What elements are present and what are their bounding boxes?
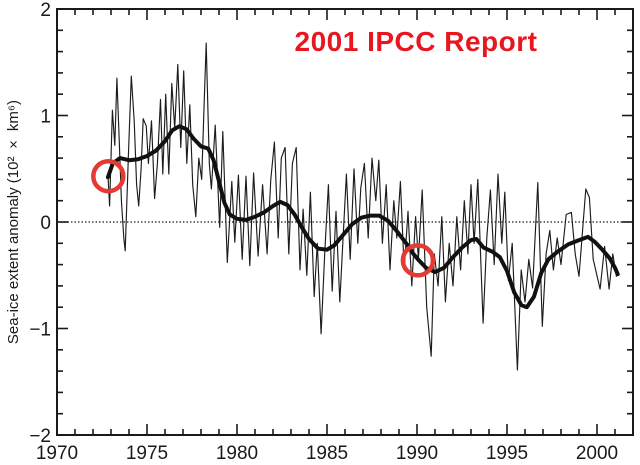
y-tick-label: 2: [40, 0, 51, 21]
x-tick-label: 1980: [216, 443, 258, 464]
annotation-circle-1973: [91, 158, 126, 194]
x-tick-label: 1985: [306, 443, 348, 464]
x-tick-label: 1995: [486, 443, 528, 464]
x-tick-label: 1990: [396, 443, 438, 464]
x-tick-label: 1970: [36, 443, 78, 464]
chart-title-annotation: 2001 IPCC Report: [294, 26, 538, 57]
y-tick-label: −1: [29, 320, 51, 341]
x-tick-label: 2000: [576, 443, 618, 464]
y-tick-label: 0: [40, 213, 51, 234]
monthly-anomaly-line: [107, 42, 617, 371]
y-tick-label: 1: [40, 107, 51, 128]
x-tick-label: 1975: [126, 443, 168, 464]
smoothed-anomaly-line: [105, 124, 620, 310]
annotation-circle-1990: [400, 243, 436, 278]
y-tick-label: −2: [29, 426, 51, 447]
